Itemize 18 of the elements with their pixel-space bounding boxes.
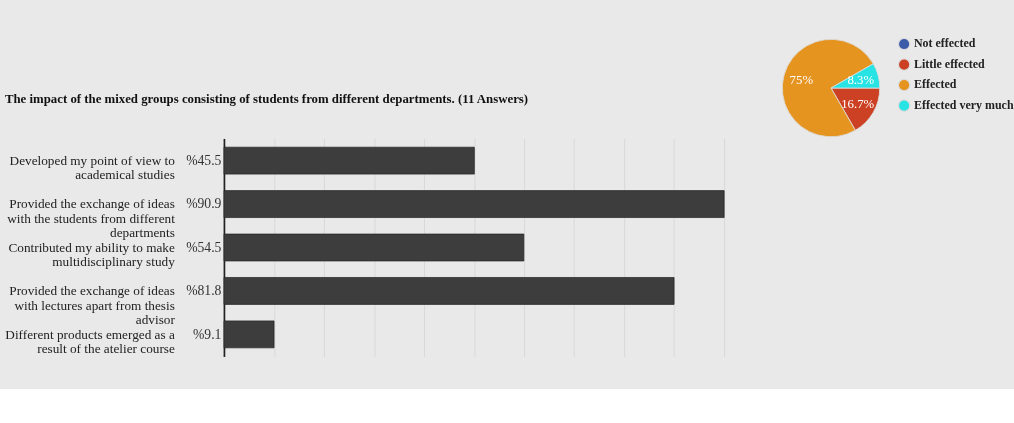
data-label: %9.1 [192, 326, 222, 342]
legend-label: Not effected [913, 36, 976, 51]
legend-label: Little effected [913, 56, 985, 71]
chart-title: The impact of the mixed groups consisting of students from different departments. (11 Answers) [4, 92, 529, 107]
y-tick-label: Developed my point of view to academical studies [9, 152, 176, 183]
data-label: %81.8 [186, 283, 222, 299]
legend-label: Effected very much [913, 98, 1014, 112]
data-label: 75% [789, 73, 814, 88]
data-label: 8.3% [847, 73, 875, 88]
data-label: 16.7% [841, 96, 875, 111]
y-tick-label: Different products emerged as a result of the atelier course [5, 326, 175, 357]
y-tick-label: Provided the exchange of ideas with the students from different departments [7, 196, 176, 241]
data-label: %54.5 [186, 239, 222, 255]
data-label: %45.5 [186, 152, 222, 168]
y-tick-label: Contributed my ability to make multidisciplinary study [8, 239, 176, 270]
y-tick-label: Provided the exchange of ideas with lectures apart from thesis advisor [9, 283, 176, 328]
legend-label: Effected [913, 77, 957, 92]
data-label: %90.9 [186, 196, 222, 212]
